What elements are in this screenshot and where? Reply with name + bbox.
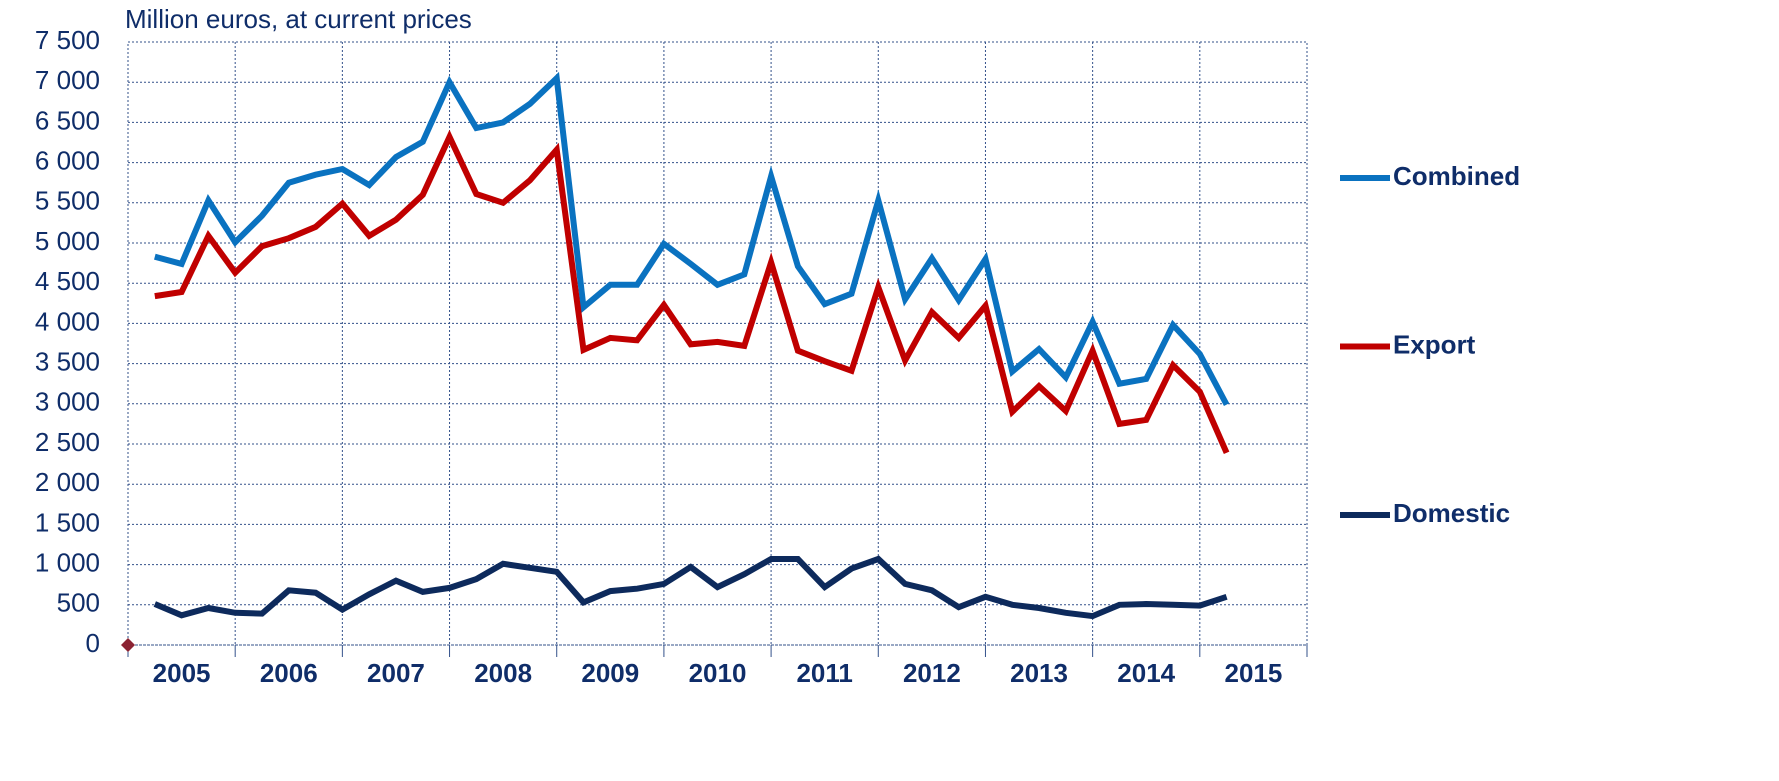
y-tick-label: 3 000 xyxy=(35,387,100,417)
y-tick-label: 2 000 xyxy=(35,467,100,497)
x-tick-label: 2015 xyxy=(1224,658,1282,688)
x-tick-label: 2009 xyxy=(581,658,639,688)
series-line xyxy=(154,129,1230,455)
y-tick-label: 500 xyxy=(57,588,100,618)
y-tick-label: 6 000 xyxy=(35,145,100,175)
legend-label: Export xyxy=(1393,329,1476,359)
x-tick-label: 2013 xyxy=(1010,658,1068,688)
series-line xyxy=(153,555,1228,620)
x-tick-label: 2007 xyxy=(367,658,425,688)
x-tick-label: 2005 xyxy=(153,658,211,688)
x-tick-label: 2014 xyxy=(1117,658,1175,688)
y-tick-label: 7 500 xyxy=(35,25,100,55)
x-tick-label: 2010 xyxy=(689,658,747,688)
y-tick-label: 7 000 xyxy=(35,65,100,95)
y-tick-label: 2 500 xyxy=(35,427,100,457)
origin-marker xyxy=(121,638,135,652)
x-tick-label: 2008 xyxy=(474,658,532,688)
y-tick-label: 1 500 xyxy=(35,507,100,537)
y-tick-label: 3 500 xyxy=(35,346,100,376)
series-line xyxy=(154,71,1230,407)
y-tick-label: 1 000 xyxy=(35,547,100,577)
x-tick-label: 2011 xyxy=(796,658,852,688)
y-tick-label: 5 000 xyxy=(35,226,100,256)
x-tick-label: 2006 xyxy=(260,658,318,688)
y-tick-label: 4 000 xyxy=(35,306,100,336)
y-tick-label: 6 500 xyxy=(35,105,100,135)
chart-title: Million euros, at current prices xyxy=(125,4,472,34)
legend-label: Combined xyxy=(1393,161,1520,191)
legend-label: Domestic xyxy=(1393,498,1510,528)
y-tick-label: 4 500 xyxy=(35,266,100,296)
y-tick-label: 0 xyxy=(86,628,100,658)
y-tick-label: 5 500 xyxy=(35,186,100,216)
x-tick-label: 2012 xyxy=(903,658,961,688)
